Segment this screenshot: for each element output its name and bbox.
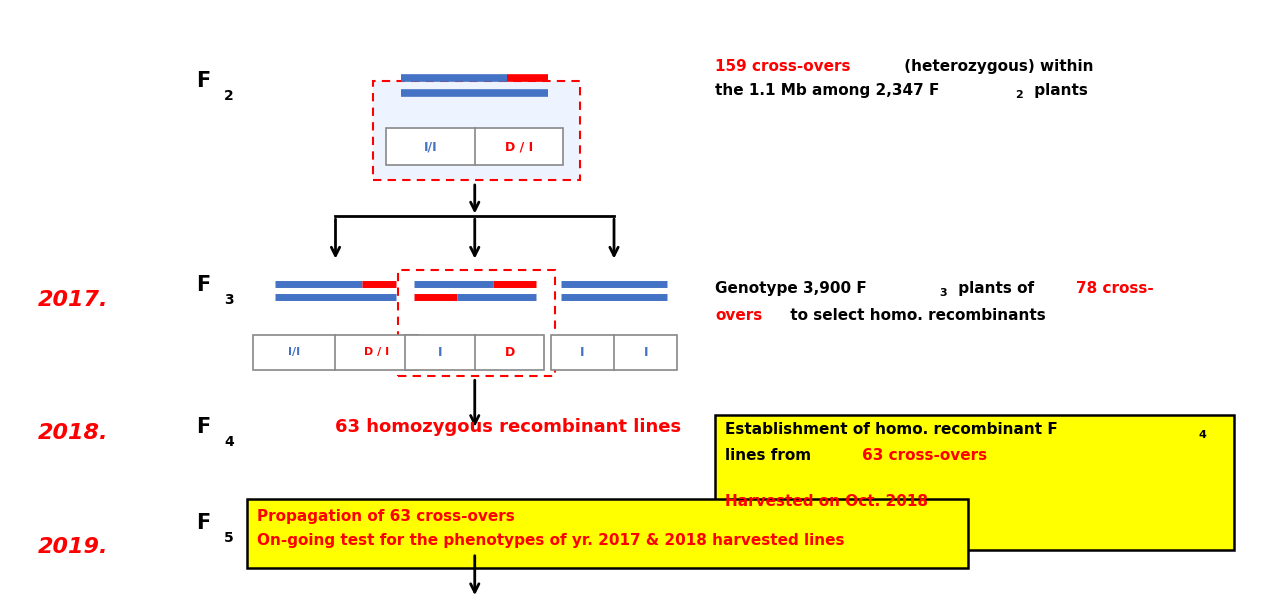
Text: 3: 3 — [939, 288, 947, 298]
Text: D / I: D / I — [505, 140, 533, 153]
FancyBboxPatch shape — [398, 270, 555, 376]
Text: (heterozygous) within: (heterozygous) within — [899, 59, 1094, 73]
Bar — [405, 335, 544, 370]
Text: 5: 5 — [224, 531, 234, 545]
Text: 63 cross-overs: 63 cross-overs — [862, 448, 987, 463]
Text: I: I — [438, 346, 442, 359]
Text: 63 homozygous recombinant lines: 63 homozygous recombinant lines — [335, 418, 681, 436]
FancyBboxPatch shape — [373, 81, 580, 180]
Text: I: I — [580, 346, 585, 359]
Bar — [253, 335, 418, 370]
Text: plants of: plants of — [953, 281, 1039, 296]
Text: F: F — [196, 275, 210, 296]
Text: On-going test for the phenotypes of yr. 2017 & 2018 harvested lines: On-going test for the phenotypes of yr. … — [257, 534, 844, 548]
Text: plants: plants — [1029, 83, 1089, 97]
Bar — [715, 415, 1234, 550]
Text: 2017.: 2017. — [38, 290, 109, 311]
Text: Harvested on Oct. 2018: Harvested on Oct. 2018 — [725, 495, 928, 509]
Text: 2: 2 — [224, 89, 234, 103]
Bar — [551, 335, 677, 370]
Text: 2: 2 — [1015, 90, 1023, 100]
Text: I/I: I/I — [424, 140, 437, 153]
Bar — [247, 499, 968, 568]
Text: 159 cross-overs: 159 cross-overs — [715, 59, 851, 73]
Text: F: F — [196, 513, 210, 533]
Text: I: I — [643, 346, 648, 359]
Text: Propagation of 63 cross-overs: Propagation of 63 cross-overs — [257, 510, 515, 524]
Text: F: F — [196, 416, 210, 437]
Text: 4: 4 — [224, 435, 234, 449]
Text: overs: overs — [715, 308, 762, 323]
Text: 2018.: 2018. — [38, 423, 109, 443]
Text: lines from: lines from — [725, 448, 817, 463]
Text: 78 cross-: 78 cross- — [1076, 281, 1153, 296]
Text: to select homo. recombinants: to select homo. recombinants — [785, 308, 1046, 323]
Text: 3: 3 — [224, 293, 234, 308]
Text: Genotype 3,900 F: Genotype 3,900 F — [715, 281, 867, 296]
Text: 4: 4 — [1199, 430, 1206, 439]
Text: D: D — [504, 346, 515, 359]
Text: D / I: D / I — [365, 347, 389, 357]
Text: Establishment of homo. recombinant F: Establishment of homo. recombinant F — [725, 423, 1058, 437]
Text: I/I: I/I — [289, 347, 300, 357]
Text: 2019.: 2019. — [38, 537, 109, 557]
Bar — [386, 128, 563, 165]
Text: the 1.1 Mb among 2,347 F: the 1.1 Mb among 2,347 F — [715, 83, 939, 97]
Text: F: F — [196, 71, 210, 91]
